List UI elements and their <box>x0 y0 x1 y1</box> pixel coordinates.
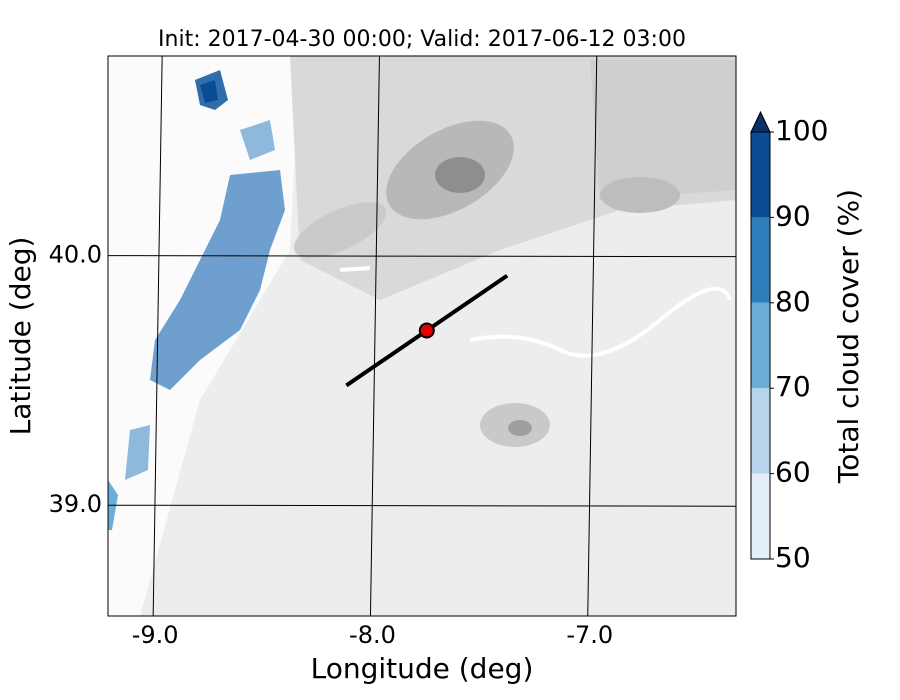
meridian <box>152 55 163 617</box>
colorbar-segment <box>751 132 770 218</box>
colorbar-frame <box>750 131 771 560</box>
colorbar-tick-label: 90 <box>775 199 811 232</box>
colorbar-tick-label: 50 <box>775 541 811 574</box>
colorbar-tick-label: 70 <box>775 370 811 403</box>
colorbar-tick-label: 100 <box>775 114 828 147</box>
colorbar-segment <box>751 217 770 303</box>
location-point <box>418 322 435 339</box>
x-tick-label: -7.0 <box>566 621 613 649</box>
x-tick-label: -9.0 <box>132 621 179 649</box>
colorbar-tick-label: 60 <box>775 456 811 489</box>
y-axis-label: Latitude (deg) <box>4 237 37 436</box>
colorbar-tick-label: 80 <box>775 285 811 318</box>
colorbar-extension <box>750 110 771 133</box>
plot-frame <box>107 55 737 617</box>
parallel <box>107 255 737 258</box>
meridian <box>587 55 598 617</box>
colorbar-segment <box>751 388 770 474</box>
colorbar-segment <box>751 473 770 559</box>
cloud-cover <box>108 70 285 530</box>
colorbar-segment <box>751 302 770 389</box>
map-title: Init: 2017-04-30 00:00; Valid: 2017-06-1… <box>158 27 686 52</box>
x-tick-label: -8.0 <box>349 621 396 649</box>
y-tick-label: 40.0 <box>49 241 102 269</box>
x-axis-label: Longitude (deg) <box>311 652 534 685</box>
y-tick-label: 39.0 <box>49 490 102 518</box>
parallel <box>107 504 737 507</box>
colorbar-label: Total cloud cover (%) <box>832 189 865 484</box>
meridian <box>369 55 380 617</box>
